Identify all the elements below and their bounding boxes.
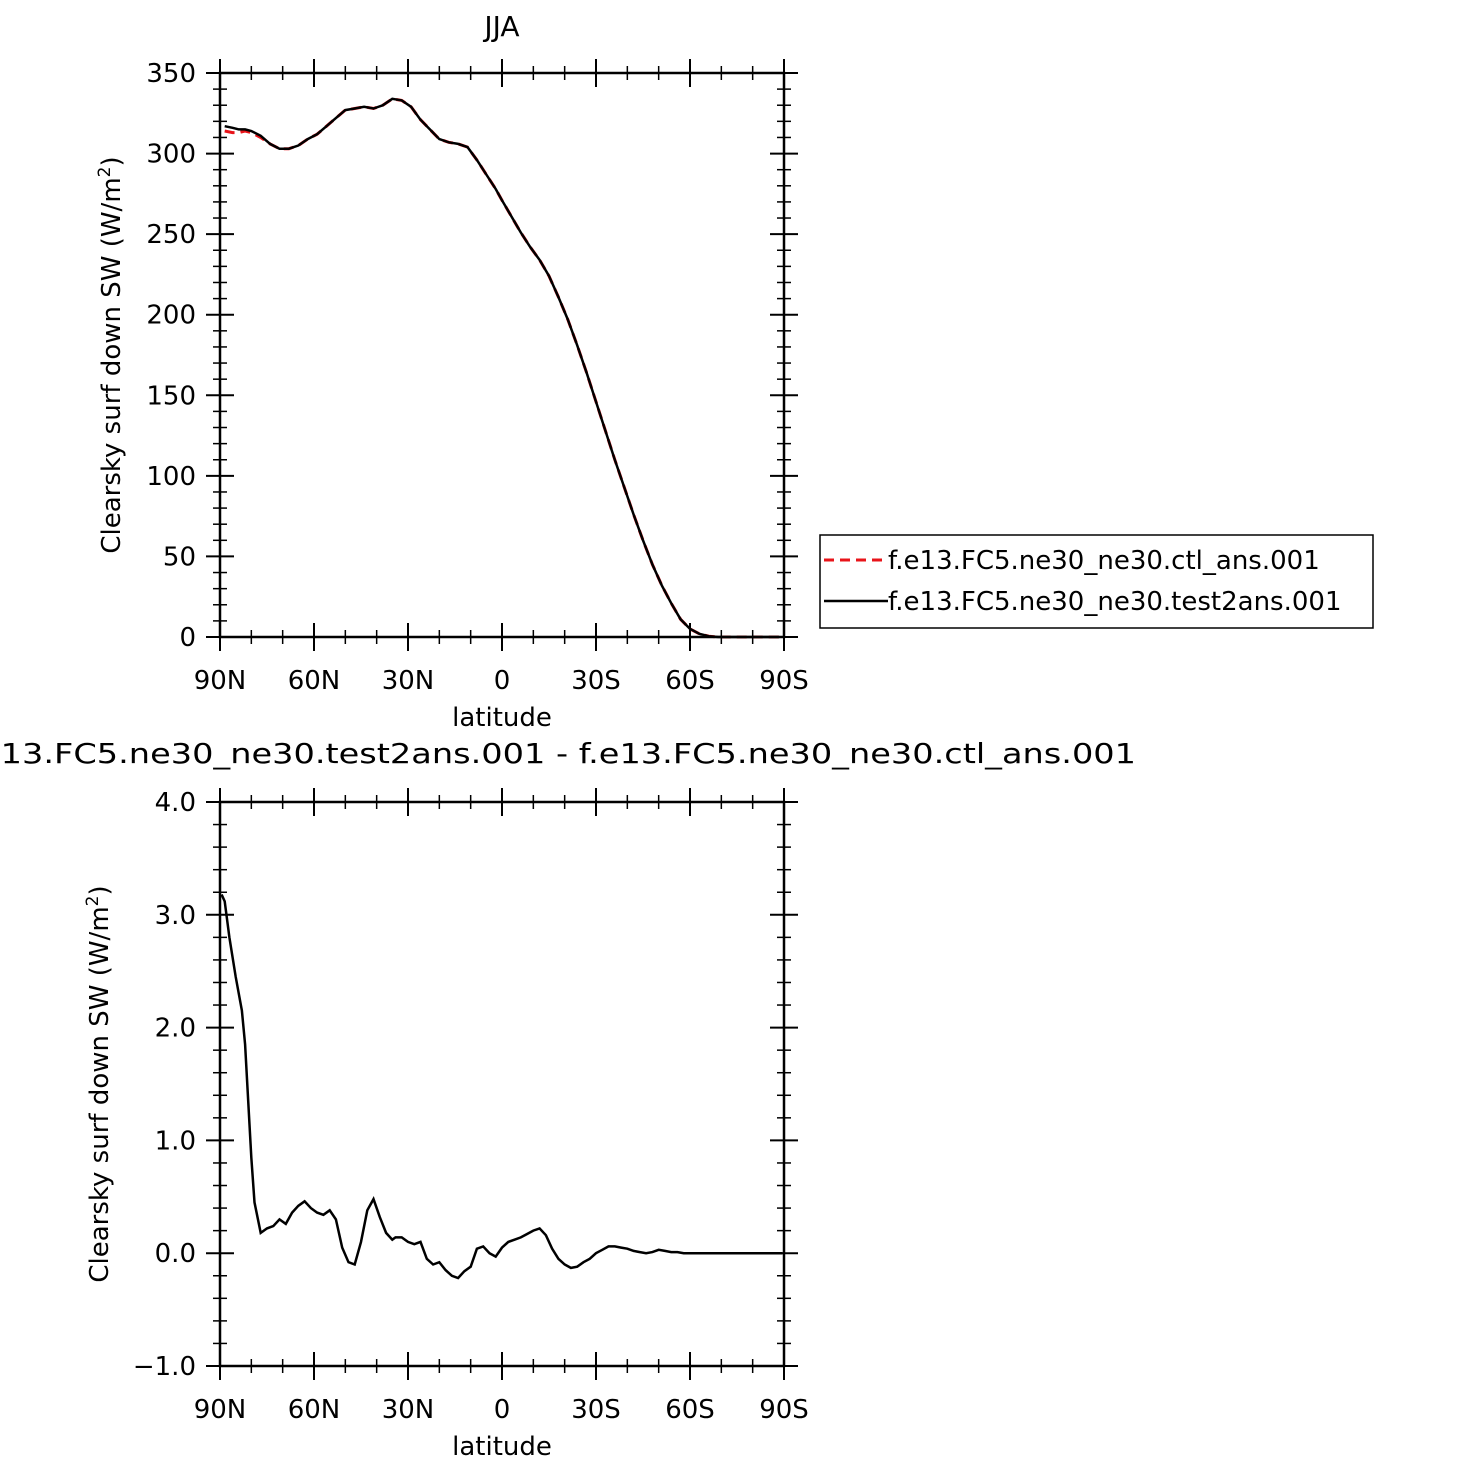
legend-label-ctl: f.e13.FC5.ne30_ne30.ctl_ans.001	[888, 546, 1320, 576]
x-tick-label: 60N	[288, 1395, 341, 1425]
bottom-ticks	[206, 788, 798, 1380]
top-x-tick-labels: 90N 60N 30N 0 30S 60S 90S	[194, 666, 809, 696]
top-y-axis-label-close: )	[97, 156, 127, 166]
panel-top: JJA 0 50 100 150 200 250 300 350 90N 60N 30N 0 30S 6…	[95, 10, 1374, 733]
bottom-title: f.e13.FC5.ne30_ne30.test2ans.001 - f.e13…	[0, 737, 1136, 770]
series-line-test	[224, 97, 780, 639]
bottom-y-axis-label-main: Clearsky surf down SW (W/m	[85, 906, 115, 1282]
y-tick-label: 4.0	[155, 788, 196, 818]
series-line-ctl	[224, 97, 780, 639]
x-tick-label: 90S	[759, 1395, 809, 1425]
bottom-y-axis-label-sup: 2	[83, 896, 103, 907]
x-tick-label: 0	[494, 666, 511, 696]
x-tick-label: 30N	[382, 666, 435, 696]
top-plot-area	[224, 97, 780, 639]
x-tick-label: 90N	[194, 666, 247, 696]
top-y-tick-labels: 0 50 100 150 200 250 300 350	[146, 59, 196, 653]
top-axes-frame	[218, 71, 786, 639]
legend: f.e13.FC5.ne30_ne30.ctl_ans.001 f.e13.FC…	[819, 534, 1374, 629]
y-tick-label: 50	[163, 542, 196, 572]
y-tick-label: 3.0	[155, 901, 196, 931]
legend-box	[819, 534, 1374, 629]
series-line-difference	[220, 893, 783, 1280]
x-tick-label: 60S	[665, 1395, 715, 1425]
top-ticks	[206, 59, 798, 651]
y-tick-label: 300	[146, 140, 196, 170]
x-tick-label: 0	[494, 1395, 511, 1425]
y-tick-label: −1.0	[133, 1352, 196, 1382]
y-tick-label: 250	[146, 220, 196, 250]
top-y-axis-label: Clearsky surf down SW (W/m2)	[95, 156, 127, 553]
y-tick-label: 0.0	[155, 1239, 196, 1269]
top-y-axis-label-main: Clearsky surf down SW (W/m	[97, 177, 127, 553]
x-tick-label: 30N	[382, 1395, 435, 1425]
bottom-y-tick-labels: −1.0 0.0 1.0 2.0 3.0 4.0	[133, 788, 196, 1382]
bottom-x-tick-labels: 90N 60N 30N 0 30S 60S 90S	[194, 1395, 809, 1425]
legend-label-test: f.e13.FC5.ne30_ne30.test2ans.001	[888, 587, 1342, 617]
top-title: JJA	[482, 10, 519, 43]
x-tick-label: 90S	[759, 666, 809, 696]
x-tick-label: 30S	[571, 666, 621, 696]
y-tick-label: 200	[146, 301, 196, 331]
panel-bottom: f.e13.FC5.ne30_ne30.test2ans.001 - f.e13…	[0, 737, 1136, 1462]
y-tick-label: 1.0	[155, 1126, 196, 1156]
y-tick-label: 150	[146, 381, 196, 411]
bottom-x-axis-label: latitude	[452, 1432, 552, 1462]
y-tick-label: 0	[179, 623, 196, 653]
x-tick-label: 90N	[194, 1395, 247, 1425]
x-tick-label: 60S	[665, 666, 715, 696]
y-tick-label: 350	[146, 59, 196, 89]
bottom-plot-area	[220, 893, 783, 1280]
x-tick-label: 60N	[288, 666, 341, 696]
bottom-y-axis-label: Clearsky surf down SW (W/m2)	[83, 885, 115, 1282]
bottom-axes-frame	[218, 800, 786, 1368]
top-y-axis-label-sup: 2	[95, 167, 115, 178]
x-tick-label: 30S	[571, 1395, 621, 1425]
bottom-y-axis-label-close: )	[85, 885, 115, 895]
y-tick-label: 100	[146, 462, 196, 492]
top-x-axis-label: latitude	[452, 703, 552, 733]
y-tick-label: 2.0	[155, 1014, 196, 1044]
